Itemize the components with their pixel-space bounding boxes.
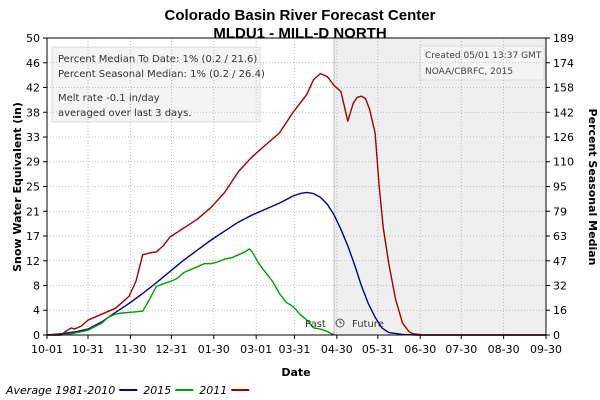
annotation-box — [51, 46, 261, 123]
x-tick-label: 11-30 — [114, 343, 146, 356]
x-tick-label: 03-31 — [278, 343, 310, 356]
chart-title: Colorado Basin River Forecast Center — [165, 7, 436, 24]
x-tick-label: 03-01 — [240, 343, 272, 356]
y2-tick-label: 126 — [553, 131, 574, 144]
annotation-seasonal-median: Percent Seasonal Median: 1% (0.2 / 26.4) — [58, 69, 265, 80]
y-tick-label: 33 — [26, 131, 40, 144]
series-line-2011 — [47, 72, 546, 336]
y-tick-label: 8 — [33, 280, 40, 293]
y2-tick-label: 32 — [553, 280, 567, 293]
legend-label: 2015 — [143, 384, 171, 397]
x-tick-label: 10-31 — [72, 343, 104, 356]
y2-tick-label: 158 — [553, 81, 574, 94]
series-line-average-1981-2010 — [46, 191, 546, 336]
y2-tick-label: 110 — [553, 156, 574, 169]
legend-label: 2011 — [199, 384, 227, 397]
y2-tick-label: 0 — [553, 329, 560, 342]
x-axis-title: Date — [281, 366, 310, 379]
x-tick-label: 07-30 — [445, 343, 477, 356]
y-tick-label: 0 — [33, 329, 40, 342]
y2-tick-label: 47 — [553, 255, 567, 268]
y2-tick-label: 174 — [553, 57, 574, 70]
x-tick-label: 09-30 — [530, 343, 562, 356]
x-tick-label: 10-01 — [31, 343, 63, 356]
legend-label: Average 1981-2010 — [5, 384, 115, 397]
y2-tick-label: 95 — [553, 181, 567, 194]
y-tick-label: 17 — [26, 230, 40, 243]
annotation-melt-avg: averaged over last 3 days. — [58, 108, 191, 119]
clock-icon — [335, 318, 345, 328]
y-tick-label: 25 — [26, 181, 40, 194]
annotation-agency: NOAA/CBRFC, 2015 — [425, 67, 513, 77]
x-tick-label: 04-30 — [321, 343, 353, 356]
y-tick-label: 21 — [26, 205, 40, 218]
annotation-melt-rate: Melt rate -0.1 in/day — [58, 93, 160, 104]
y-axis-title: Snow Water Equivalent (in) — [11, 102, 24, 272]
axes-group: 10-01 10-31 11-30 12-31 01-30 03-01 03-31 04-30… — [26, 32, 574, 356]
past-label: Past — [305, 319, 326, 330]
x-tick-label: 05-31 — [362, 343, 394, 356]
y-tick-label: 42 — [26, 81, 40, 94]
y-tick-label: 50 — [26, 32, 40, 45]
x-tick-label: 08-30 — [488, 343, 520, 356]
x-tick-label: 12-31 — [155, 343, 187, 356]
y2-tick-label: 79 — [553, 205, 567, 218]
y2-axis-title: Percent Seasonal Median — [586, 109, 599, 266]
y-tick-label: 12 — [26, 255, 40, 268]
y2-tick-label: 142 — [553, 106, 574, 119]
y2-tick-label: 189 — [553, 32, 574, 45]
y-tick-label: 29 — [26, 156, 40, 169]
y-tick-label: 38 — [26, 106, 40, 119]
future-label: Future — [352, 319, 384, 330]
x-tick-label: 01-30 — [198, 343, 230, 356]
annotation-created: Created 05/01 13:37 GMT — [425, 51, 542, 61]
y-tick-label: 4 — [33, 304, 40, 317]
x-tick-label: 06-30 — [404, 343, 436, 356]
y2-tick-label: 16 — [553, 304, 567, 317]
annotation-median-to-date: Percent Median To Date: 1% (0.2 / 21.6) — [58, 54, 257, 65]
legend: Average 1981-2010 2015 2011 — [5, 384, 250, 397]
plot-frame — [46, 37, 547, 336]
series-group — [46, 72, 546, 336]
y-tick-label: 46 — [26, 57, 40, 70]
series-line-2015 — [47, 248, 335, 336]
y2-tick-label: 63 — [553, 230, 567, 243]
